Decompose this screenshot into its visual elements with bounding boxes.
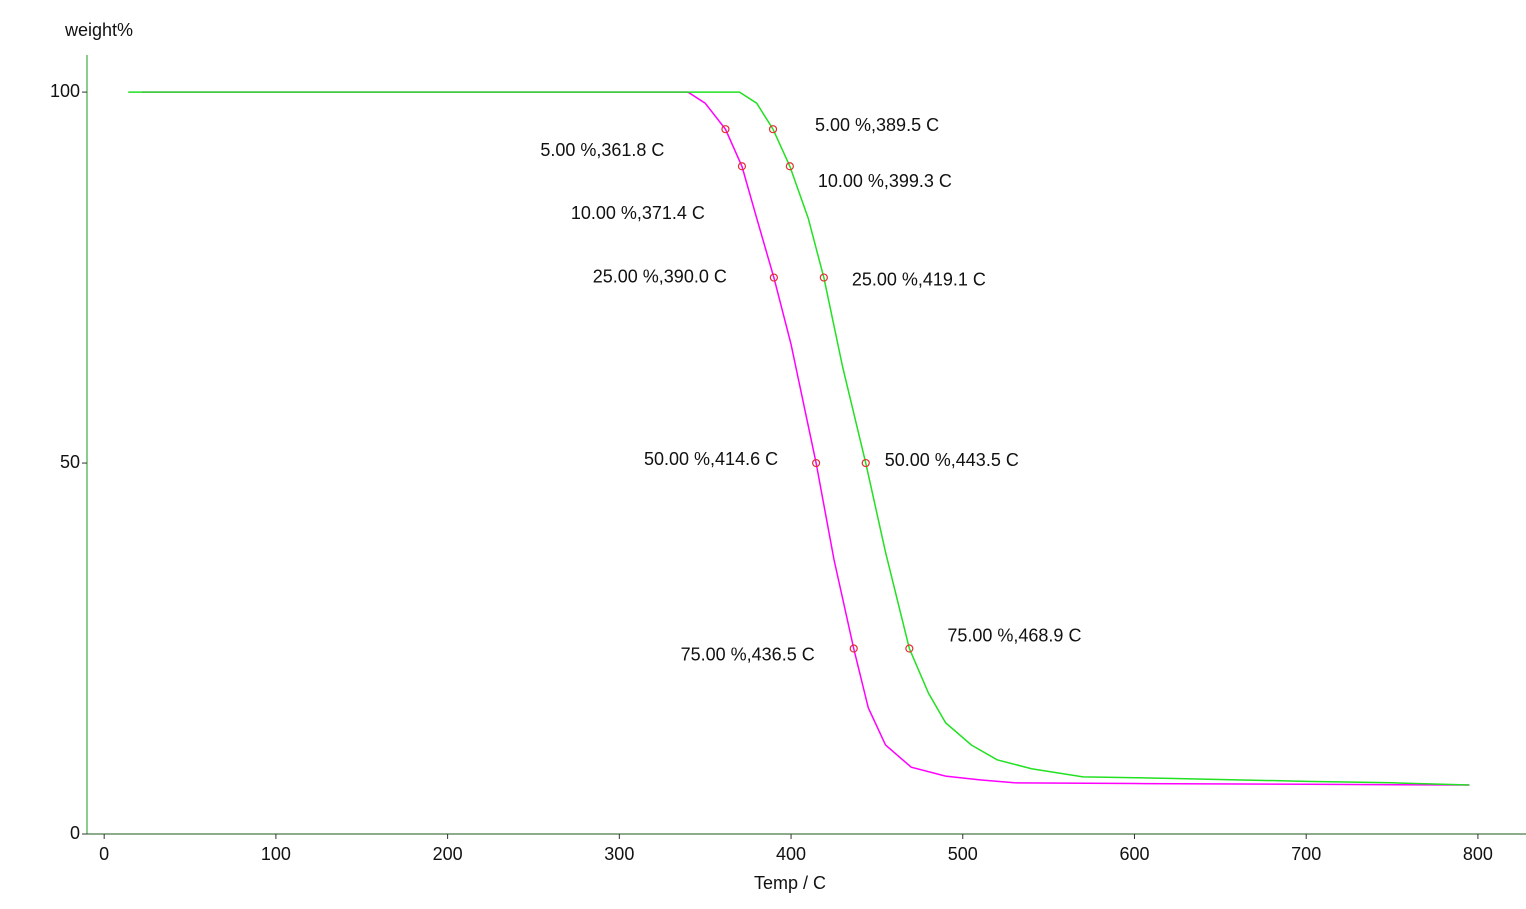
marker-label: 75.00 %,436.5 C bbox=[681, 644, 815, 664]
x-axis-label: Temp / C bbox=[754, 873, 826, 893]
marker-label: 5.00 %,361.8 C bbox=[540, 140, 664, 160]
x-tick-label: 400 bbox=[776, 844, 806, 864]
x-tick-label: 500 bbox=[948, 844, 978, 864]
marker-label: 75.00 %,468.9 C bbox=[947, 625, 1081, 645]
x-tick-label: 100 bbox=[261, 844, 291, 864]
y-tick-label: 50 bbox=[60, 452, 80, 472]
x-tick-label: 200 bbox=[433, 844, 463, 864]
y-tick-label: 100 bbox=[50, 81, 80, 101]
marker-label: 50.00 %,443.5 C bbox=[885, 450, 1019, 470]
marker bbox=[861, 458, 870, 468]
marker bbox=[721, 125, 730, 134]
x-tick-label: 0 bbox=[99, 844, 109, 864]
marker-label: 10.00 %,399.3 C bbox=[818, 171, 952, 191]
y-tick-label: 0 bbox=[70, 823, 80, 843]
marker bbox=[768, 125, 778, 134]
marker bbox=[849, 644, 858, 653]
marker bbox=[769, 273, 778, 282]
marker bbox=[905, 644, 914, 653]
data-line bbox=[128, 91, 1470, 786]
y-axis-label: weight% bbox=[64, 20, 133, 40]
marker bbox=[812, 458, 821, 468]
x-tick-label: 700 bbox=[1291, 844, 1321, 864]
marker-label: 5.00 %,389.5 C bbox=[815, 115, 939, 135]
marker-label: 50.00 %,414.6 C bbox=[644, 449, 778, 469]
marker bbox=[785, 162, 794, 171]
x-tick-label: 800 bbox=[1463, 844, 1493, 864]
x-tick-label: 300 bbox=[604, 844, 634, 864]
marker bbox=[737, 162, 747, 171]
marker-label: 25.00 %,390.0 C bbox=[593, 266, 727, 286]
marker-label: 25.00 %,419.1 C bbox=[852, 269, 986, 289]
marker bbox=[819, 273, 828, 282]
marker-label: 10.00 %,371.4 C bbox=[571, 203, 705, 223]
data-line bbox=[141, 91, 1470, 786]
x-tick-label: 600 bbox=[1119, 844, 1149, 864]
